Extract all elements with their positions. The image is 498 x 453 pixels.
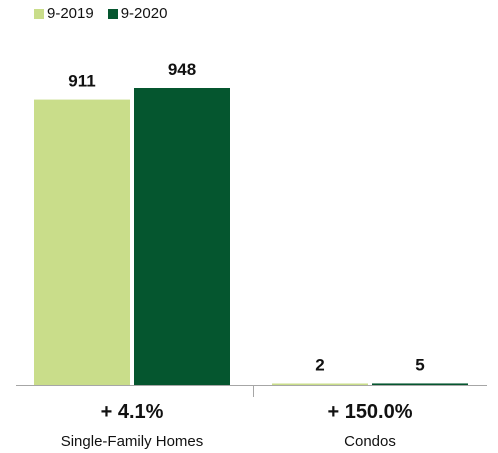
change-label: + 150.0%	[327, 401, 412, 423]
bar-condos-9-2020	[372, 383, 468, 385]
legend-swatch-2019	[34, 8, 44, 19]
bar-single-family-9-2020	[134, 88, 230, 385]
legend-label-2020: 9-2020	[120, 5, 168, 22]
data-label: 911	[68, 72, 95, 91]
legend-item-2019: 9-2019	[34, 5, 94, 22]
legend-item-2020: 9-2020	[107, 5, 168, 22]
data-label: 2	[315, 356, 324, 375]
category-label: Condos	[344, 433, 396, 450]
change-label: + 4.1%	[101, 401, 164, 423]
data-label: 948	[168, 60, 196, 79]
bar-condos-9-2019	[272, 383, 368, 385]
bar-single-family-9-2019	[34, 99, 130, 386]
legend-label-2019: 9-2019	[47, 5, 94, 22]
legend: 9-2019 9-2020	[34, 5, 181, 22]
legend-swatch-2020	[107, 8, 118, 19]
category-label: Single-Family Homes	[61, 433, 204, 450]
data-label: 5	[415, 355, 424, 374]
